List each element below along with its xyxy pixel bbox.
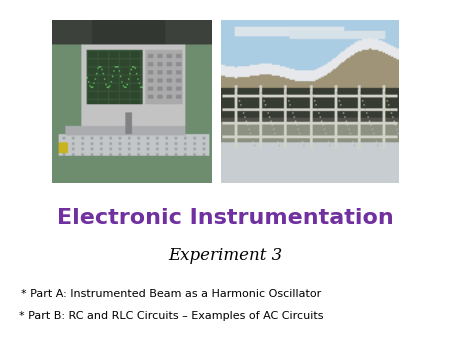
Text: Electronic Instrumentation: Electronic Instrumentation [57, 208, 393, 228]
Text: * Part A: Instrumented Beam as a Harmonic Oscillator: * Part A: Instrumented Beam as a Harmoni… [21, 289, 321, 299]
Text: Experiment 3: Experiment 3 [168, 247, 282, 264]
Text: * Part B: RC and RLC Circuits – Examples of AC Circuits: * Part B: RC and RLC Circuits – Examples… [19, 311, 323, 321]
